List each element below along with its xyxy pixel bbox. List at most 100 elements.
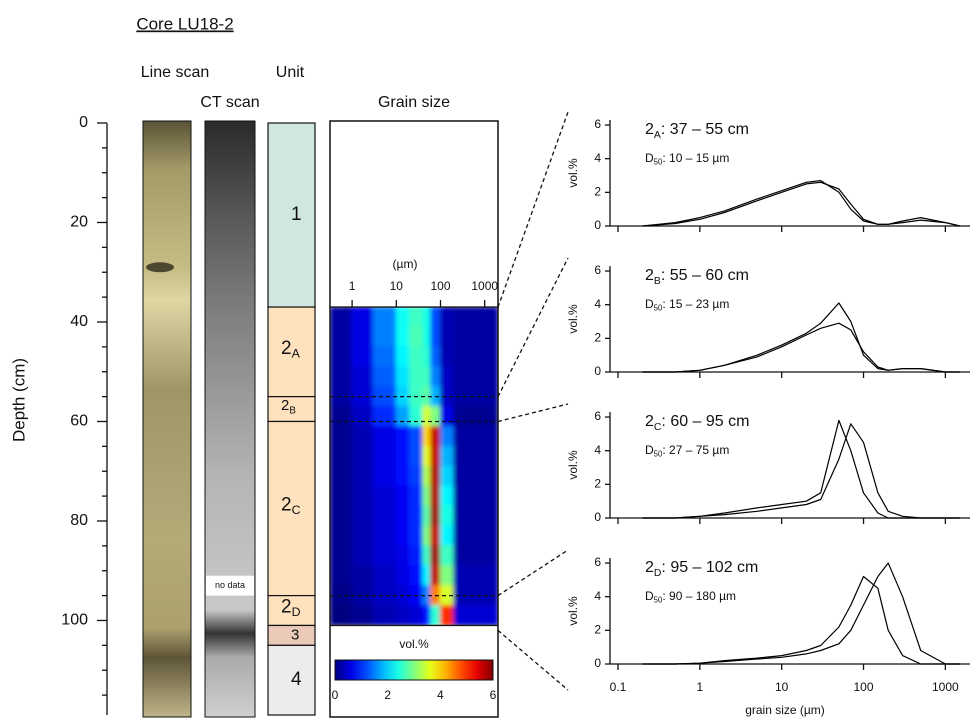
panel-subtitle-rest: : 10 – 15 µm: [662, 151, 729, 165]
y-tick-label: 6: [594, 555, 601, 569]
panel-subtitle-main: D: [645, 297, 654, 311]
y-tick-label: 2: [594, 185, 601, 199]
y-tick-label: 0: [594, 364, 601, 378]
heatmap-cell: [453, 505, 498, 527]
heatmap-cell: [395, 525, 411, 547]
heatmap-cell: [430, 445, 442, 467]
panel-subtitle-main: D: [645, 151, 654, 165]
heatmap-cell: [330, 425, 353, 447]
connector: [497, 629, 569, 691]
panel-title-sub: A: [654, 130, 661, 141]
heatmap-cell: [330, 326, 353, 348]
heatmap-cell: [422, 306, 432, 328]
heatmap-cell: [351, 425, 374, 447]
connector: [497, 111, 569, 308]
colorbar-tick-label: 6: [490, 688, 497, 702]
unit-box: [267, 396, 316, 423]
unit-label-sub: C: [292, 504, 301, 518]
heatmap-cell: [330, 306, 353, 328]
unit-label-main: 2: [281, 338, 292, 359]
y-axis-label: Depth (cm): [9, 358, 28, 442]
x-axis-label: grain size (µm): [745, 703, 825, 717]
heatmap-cell: [372, 545, 397, 567]
heatmap-cell: [430, 346, 442, 368]
column-title: CT scan: [200, 94, 259, 111]
y-tick-label: 0: [594, 656, 601, 670]
heatmap-cell: [453, 605, 498, 626]
heatmap-cell: [351, 545, 374, 567]
heatmap-cell: [453, 485, 498, 507]
heatmap-cell: [372, 386, 397, 408]
unit-label-sub: B: [289, 405, 296, 416]
heatmap-cells: [330, 306, 498, 626]
unit-label-main: 2: [281, 397, 289, 414]
heatmap-cell: [453, 366, 498, 388]
heatmap-cell: [395, 545, 411, 567]
heatmap-cell: [372, 306, 397, 328]
heatmap-cell: [330, 585, 353, 607]
heatmap-cell: [372, 525, 397, 547]
unit-label: 3: [291, 626, 299, 643]
y-axis-label: vol.%: [566, 450, 580, 480]
heatmap-cell: [409, 326, 424, 348]
heatmap-cell: [372, 425, 397, 447]
heatmap-cell: [440, 605, 455, 626]
column-title: Unit: [276, 64, 305, 81]
heatmap-cell: [422, 406, 432, 427]
heatmap-cell: [409, 565, 424, 587]
heatmap-cell: [395, 605, 411, 626]
heatmap-cell: [430, 525, 442, 547]
panel-title-main: 2: [645, 121, 654, 138]
heatmap-cell: [372, 406, 397, 427]
y-tick-label: 6: [594, 263, 601, 277]
heatmap-cell: [351, 465, 374, 487]
heatmap-cell: [453, 525, 498, 547]
heatmap-cell: [422, 565, 432, 587]
y-axis-label: vol.%: [566, 304, 580, 334]
heatmap-cell: [430, 505, 442, 527]
heatmap-cell: [330, 505, 353, 527]
heatmap-cell: [330, 545, 353, 567]
heatmap-cell: [351, 585, 374, 607]
unit-label-sub: A: [292, 347, 301, 361]
heatmap-cell: [422, 326, 432, 348]
x-tick-label: 100: [854, 680, 874, 694]
heatmap-cell: [453, 346, 498, 368]
heatmap-cell: [372, 366, 397, 388]
heatmap-cell: [430, 406, 442, 427]
y-tick-label: 40: [70, 313, 88, 330]
panel-title-rest: : 55 – 60 cm: [661, 267, 749, 284]
panel-subtitle-sub: 50: [654, 158, 663, 167]
x-tick-label: 10: [390, 279, 404, 293]
panel-title: 2B: 55 – 60 cm: [645, 267, 749, 286]
heatmap-cell: [453, 386, 498, 408]
heatmap-cell: [453, 585, 498, 607]
heatmap-cell: [453, 445, 498, 467]
distribution-curve: [642, 181, 960, 227]
y-tick-label: 2: [594, 623, 601, 637]
heatmap-cell: [422, 545, 432, 567]
heatmap-cell: [351, 406, 374, 427]
heatmap-cell: [430, 465, 442, 487]
panel-title-rest: : 60 – 95 cm: [661, 413, 749, 430]
connector: [497, 549, 569, 597]
heatmap-cell: [351, 525, 374, 547]
panel-subtitle: D50: 27 – 75 µm: [645, 443, 729, 458]
unit-label: 2D: [281, 597, 301, 620]
y-tick-label: 2: [594, 477, 601, 491]
panel-title: 2C: 60 – 95 cm: [645, 413, 749, 432]
heatmap-cell: [409, 366, 424, 388]
heatmap-cell: [372, 605, 397, 626]
heatmap-cell: [453, 545, 498, 567]
y-tick-label: 0: [594, 218, 601, 232]
panel-title-sub: C: [654, 422, 662, 433]
line-scan: [142, 120, 192, 718]
unit-box: [267, 644, 316, 716]
distribution-curve: [642, 423, 960, 519]
unit-label-main: 2: [281, 495, 292, 516]
panel-title: 2D: 95 – 102 cm: [645, 559, 758, 578]
unit-label-main: 2: [281, 597, 292, 618]
heatmap-cell: [430, 545, 442, 567]
panel-subtitle-rest: : 15 – 23 µm: [662, 297, 729, 311]
y-tick-label: 4: [594, 151, 601, 165]
